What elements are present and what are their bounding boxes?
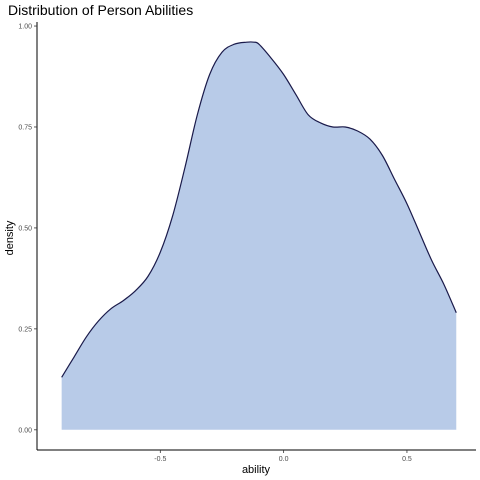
x-axis-title: ability	[242, 464, 271, 476]
y-axis-title: density	[4, 220, 16, 255]
y-tick-label: 1.00	[18, 24, 32, 31]
x-tick-label: 0.5	[402, 456, 412, 463]
plot-area	[61, 41, 457, 430]
chart-title: Distribution of Person Abilities	[8, 2, 193, 18]
y-tick-label: 0.50	[18, 225, 32, 232]
x-axis-ticks: -0.5 0.0 0.5	[154, 450, 412, 463]
density-area	[61, 41, 457, 430]
x-tick-label: -0.5	[154, 456, 166, 463]
density-curve	[61, 41, 457, 378]
y-axis-ticks: 0.00 0.25 0.50 0.75 1.00	[18, 24, 37, 434]
y-tick-label: 0.25	[18, 326, 32, 333]
y-tick-label: 0.00	[18, 427, 32, 434]
y-tick-label: 0.75	[18, 124, 32, 131]
x-tick-label: 0.0	[279, 456, 289, 463]
